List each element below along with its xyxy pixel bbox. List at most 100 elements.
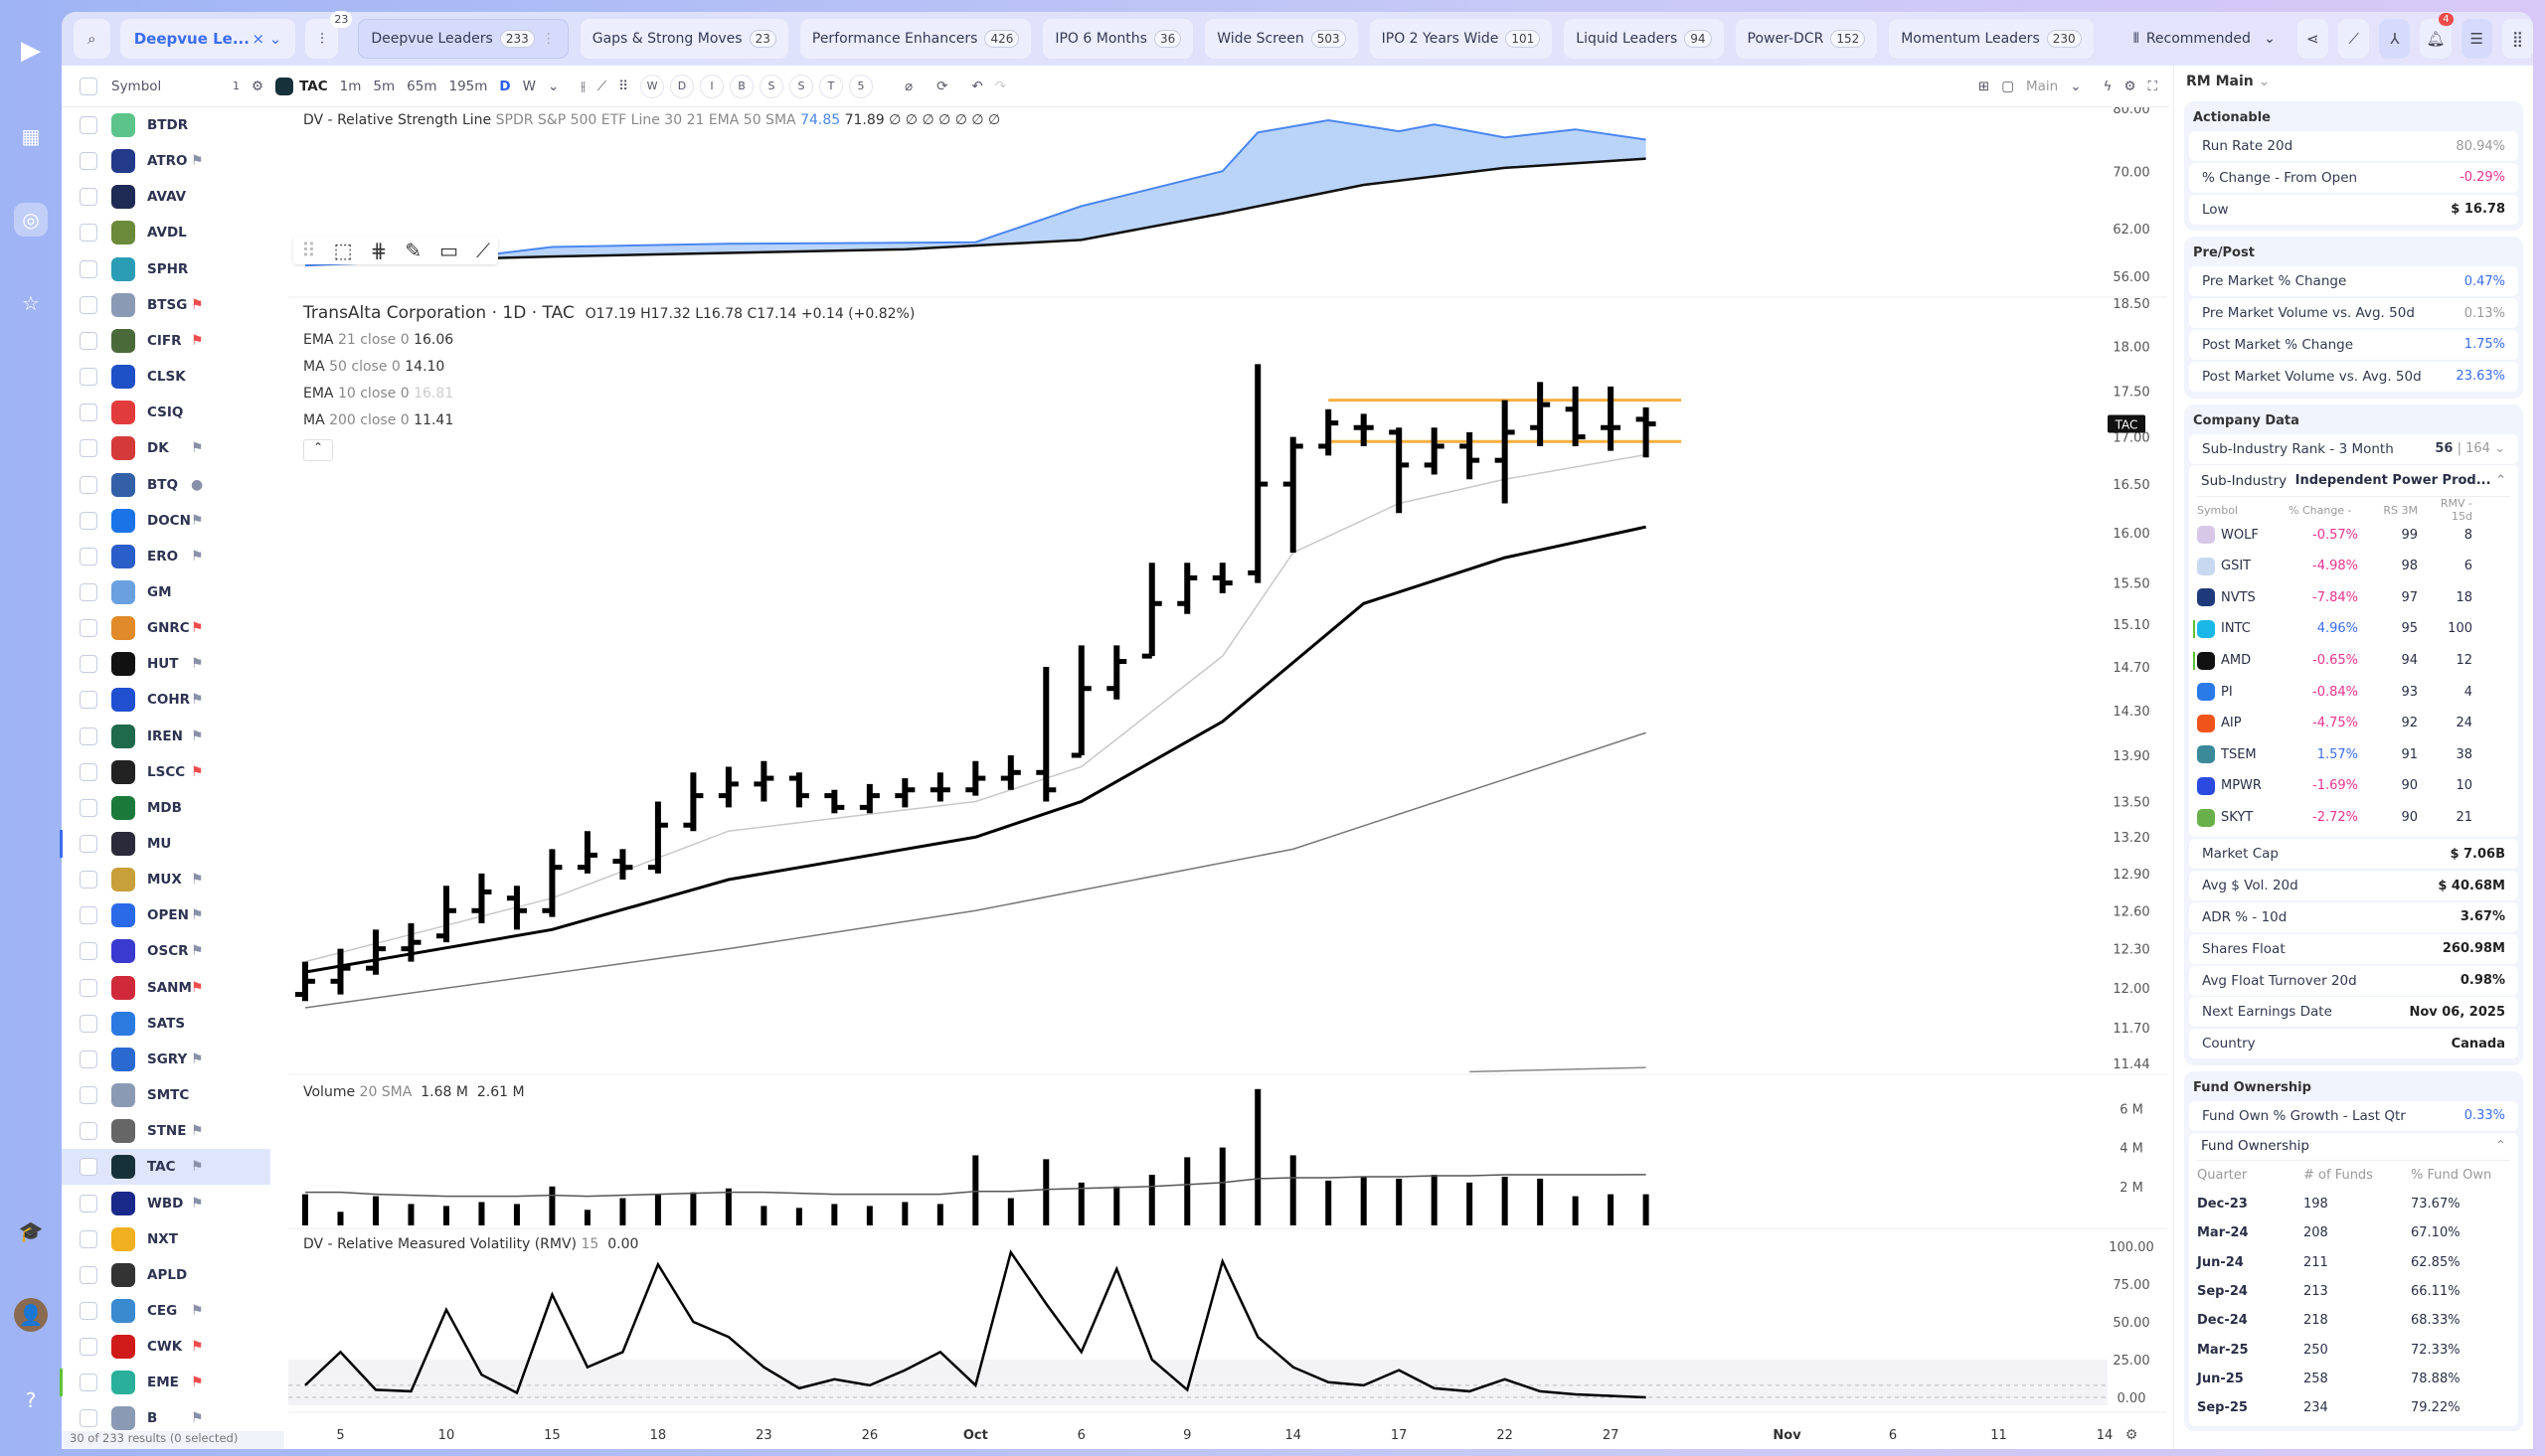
alert-icon[interactable]: ϟ	[2103, 78, 2113, 94]
flag-icon[interactable]: ⚑	[191, 1051, 204, 1067]
brush-tool-icon[interactable]: ✎	[405, 239, 423, 262]
row-checkbox[interactable]	[80, 1229, 97, 1248]
watchlist-row[interactable]: BTDR	[62, 107, 270, 143]
timeframe-5m[interactable]: 5m	[373, 78, 396, 94]
scanner-icon[interactable]: ◎	[14, 203, 48, 237]
share-button[interactable]: ⋖	[2296, 19, 2328, 59]
layout-icon[interactable]: ⊞	[1977, 78, 1990, 94]
eraser-icon[interactable]: ⌀	[905, 78, 914, 94]
watchlist-row[interactable]: MUX ⚑	[62, 862, 270, 897]
flag-icon[interactable]: ⚑	[191, 548, 204, 565]
row-checkbox[interactable]	[80, 547, 97, 566]
collapse-legend-button[interactable]: ⌃	[303, 439, 333, 461]
row-checkbox[interactable]	[80, 619, 97, 638]
row-checkbox[interactable]	[80, 1338, 97, 1357]
watchlist-row[interactable]: TAC ⚑	[62, 1149, 270, 1186]
watchlist-row[interactable]: SPHR	[62, 251, 270, 287]
row-checkbox[interactable]	[80, 1301, 97, 1320]
flag-icon[interactable]: ⚑	[191, 1375, 204, 1391]
notifications-button[interactable]: 🔔︎ 4	[2420, 13, 2454, 59]
ticker-label[interactable]: TAC	[299, 78, 328, 94]
chart-settings-icon[interactable]: ⚙	[2123, 78, 2136, 94]
search-button[interactable]: ⌕	[74, 19, 110, 59]
row-checkbox[interactable]	[80, 1122, 97, 1141]
row-checkbox[interactable]	[80, 1374, 97, 1392]
dashboard-icon[interactable]: ▦	[21, 124, 41, 148]
row-checkbox[interactable]	[80, 188, 97, 207]
tab-power-dcr[interactable]: Power-DCR 152	[1735, 19, 1878, 59]
flag-icon[interactable]: ⚑	[191, 656, 204, 673]
row-checkbox[interactable]	[80, 691, 97, 710]
avatar[interactable]: 👤	[14, 1298, 48, 1332]
row-checkbox[interactable]	[80, 871, 97, 890]
peer-row[interactable]: NVTS -7.84% 97 18	[2197, 582, 2510, 614]
row-checkbox[interactable]	[80, 727, 97, 745]
row-checkbox[interactable]	[80, 331, 97, 350]
peer-row[interactable]: WOLF -0.57% 99 8	[2197, 519, 2510, 551]
list-view-button[interactable]: ☰	[2460, 19, 2492, 59]
quick-button[interactable]: 5	[849, 74, 874, 98]
quick-button[interactable]: I	[700, 74, 725, 98]
flag-icon[interactable]: ⚑	[191, 296, 204, 313]
quick-button[interactable]: T	[819, 74, 844, 98]
row-checkbox[interactable]	[80, 368, 97, 387]
row-checkbox[interactable]	[80, 1194, 97, 1213]
settings-icon[interactable]: ⚙	[252, 78, 264, 94]
help-icon[interactable]: ?	[25, 1388, 37, 1412]
folder-icon[interactable]: ▢	[2001, 78, 2014, 94]
watchlist-row[interactable]: IREN ⚑	[62, 719, 270, 754]
watchlist-row[interactable]: GM	[62, 574, 270, 610]
flag-icon[interactable]: ⚑	[191, 943, 204, 960]
row-checkbox[interactable]	[80, 835, 97, 853]
watchlist-row[interactable]: MDB	[62, 790, 270, 826]
drag-handle-icon[interactable]: ⠿	[301, 239, 316, 262]
row-checkbox[interactable]	[80, 655, 97, 674]
watchlist-row[interactable]: EME ⚑	[60, 1365, 270, 1400]
fullscreen-icon[interactable]: ⛶	[2147, 78, 2157, 94]
clear-close-icon[interactable]: × ⌄	[252, 30, 282, 48]
watchlist-row[interactable]: CEG ⚑	[62, 1293, 270, 1329]
flag-icon[interactable]: ⚑	[191, 692, 204, 709]
chevron-down-icon[interactable]: ⌄	[2070, 78, 2082, 94]
tab-performance-enhancers[interactable]: Performance Enhancers 426	[799, 19, 1032, 59]
flag-icon[interactable]: ⚑	[191, 979, 204, 996]
flag-icon[interactable]: ⚑	[191, 332, 204, 349]
star-icon[interactable]: ☆	[22, 291, 40, 315]
quick-button[interactable]: W	[640, 74, 665, 98]
row-checkbox[interactable]	[80, 1014, 97, 1033]
grid-view-button[interactable]: ⣿	[2501, 19, 2534, 59]
tab-liquid-leaders[interactable]: Liquid Leaders 94	[1564, 19, 1724, 59]
watchlist-row[interactable]: CIFR ⚑	[62, 323, 270, 359]
peer-row[interactable]: GSIT -4.98% 98 6	[2197, 551, 2510, 582]
flag-icon[interactable]: ⚑	[191, 763, 204, 780]
row-checkbox[interactable]	[80, 224, 97, 243]
indicators-icon[interactable]: ⫲	[581, 78, 586, 94]
quick-button[interactable]: S	[789, 74, 814, 98]
watchlist-row[interactable]: MU	[60, 826, 270, 862]
tab-momentum-leaders[interactable]: Momentum Leaders 230	[1889, 19, 2094, 59]
row-checkbox[interactable]	[80, 978, 97, 997]
watchlist-row[interactable]: AVAV	[62, 179, 270, 215]
watchlist-row[interactable]: GNRC ⚑	[62, 610, 270, 646]
redo-icon[interactable]: ↷	[994, 78, 1007, 94]
row-checkbox[interactable]	[80, 582, 97, 601]
watchlist-row[interactable]: AVDL	[62, 215, 270, 250]
tab-wide-screen[interactable]: Wide Screen 503	[1205, 19, 1358, 59]
network-view-button[interactable]: ⅄	[2379, 19, 2411, 59]
tab-gaps-strong-moves[interactable]: Gaps & Strong Moves 23	[580, 19, 788, 59]
watchlist-row[interactable]: STNE ⚑	[62, 1113, 270, 1149]
flag-icon[interactable]: ⚑	[191, 1339, 204, 1356]
watchlist-row[interactable]: ERO ⚑	[62, 539, 270, 574]
sub-industry-rank[interactable]: Sub-Industry Rank - 3 Month 56 | 164 ⌄	[2189, 433, 2518, 464]
peer-row[interactable]: SKYT -2.72% 90 21	[2197, 802, 2510, 834]
timeframe-195m[interactable]: 195m	[448, 78, 488, 94]
drawing-icon[interactable]: ⟋	[596, 78, 607, 94]
flag-icon[interactable]: ⚑	[191, 1302, 204, 1319]
watchlist-row[interactable]: SMTC	[62, 1077, 270, 1113]
flag-icon[interactable]: ⚑	[191, 620, 204, 637]
watchlist-row[interactable]: HUT ⚑	[62, 646, 270, 682]
peer-row[interactable]: INTC 4.96% 95 100	[2193, 613, 2510, 645]
watchlist-row[interactable]: B ⚑	[62, 1400, 270, 1436]
column-header[interactable]: RMV - 15d	[2440, 497, 2472, 524]
watchlist-select[interactable]: Deepvue Le... × ⌄	[119, 19, 296, 59]
